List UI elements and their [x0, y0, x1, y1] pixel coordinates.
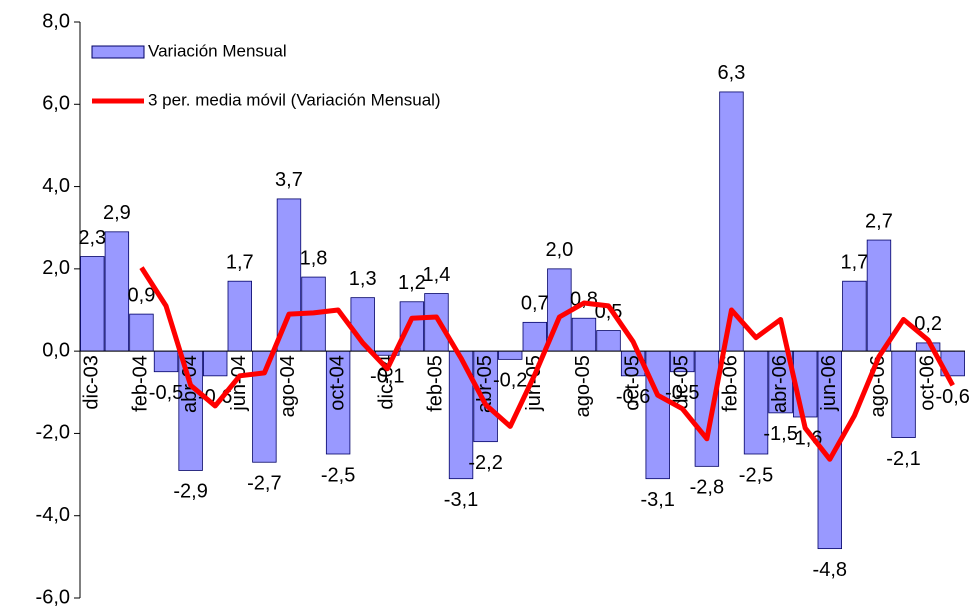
x-tick-label: dic-03 [81, 355, 103, 409]
data-label: -0,5 [149, 382, 183, 404]
y-tick-label: -4,0 [36, 504, 70, 526]
data-label: 1,2 [398, 272, 426, 294]
x-tick-label: ago-05 [572, 355, 594, 417]
x-tick-label: feb-05 [425, 355, 447, 412]
data-label: -2,5 [739, 464, 773, 486]
data-label: 2,7 [865, 210, 893, 232]
data-label: 1,7 [840, 251, 868, 273]
bar [129, 313, 154, 352]
data-label: 6,3 [718, 62, 746, 84]
data-label: 1,8 [300, 247, 328, 269]
x-tick-label: dic-05 [671, 355, 693, 409]
bar [498, 350, 523, 360]
bar [424, 293, 449, 352]
bar [891, 350, 916, 438]
data-label: -2,7 [247, 473, 281, 495]
data-label: -2,9 [173, 481, 207, 503]
data-label: -0,5 [665, 382, 699, 404]
bar [399, 301, 425, 352]
bar [645, 350, 670, 480]
x-tick-label: abr-06 [769, 355, 791, 413]
x-tick-label: oct-05 [621, 355, 643, 411]
bar [104, 231, 130, 352]
data-label: 2,3 [78, 227, 106, 249]
data-label: -2,1 [886, 448, 920, 470]
bar [80, 256, 105, 352]
data-label: -3,1 [640, 489, 674, 511]
bar [522, 321, 547, 352]
bar [227, 280, 252, 352]
data-label: 0,7 [521, 293, 549, 315]
x-tick-label: oct-06 [916, 355, 938, 411]
data-label: -2,2 [468, 452, 502, 474]
bar [203, 350, 228, 377]
bar [571, 317, 597, 352]
legend-label: Variación Mensual [148, 41, 287, 60]
data-label: 1,3 [349, 268, 377, 290]
data-label: -3,1 [444, 489, 478, 511]
bar [866, 239, 892, 352]
data-label: -1,5 [763, 423, 797, 445]
x-tick-label: feb-04 [130, 355, 152, 412]
line [139, 266, 955, 462]
data-label: -1,6 [788, 427, 822, 449]
x-tick-label: oct-04 [326, 355, 348, 411]
y-tick-label: -2,0 [36, 422, 70, 444]
data-label: -2,8 [690, 477, 724, 499]
y-tick-label: 8,0 [42, 10, 70, 32]
legend-label: 3 per. media móvil (Variación Mensual) [148, 90, 441, 109]
x-tick-label: abr-05 [474, 355, 496, 413]
bar [842, 280, 867, 352]
y-tick-label: 2,0 [42, 257, 70, 279]
y-tick-label: 0,0 [42, 339, 70, 361]
data-label: -0,2 [493, 370, 527, 392]
x-tick-label: dic-04 [376, 355, 398, 409]
data-label: -4,8 [813, 559, 847, 581]
data-label: -0,1 [370, 366, 404, 388]
data-label: 2,0 [545, 239, 573, 261]
data-label: 0,2 [914, 313, 942, 335]
data-label: -0,6 [616, 386, 650, 408]
data-label: 2,9 [103, 202, 131, 224]
data-label: 1,7 [226, 251, 254, 273]
bar [153, 350, 179, 373]
data-label: 0,9 [128, 284, 156, 306]
bar [596, 330, 621, 352]
y-tick-label: 6,0 [42, 93, 70, 115]
x-tick-label: ago-04 [277, 355, 299, 417]
data-label: -2,5 [321, 464, 355, 486]
data-label: 3,7 [275, 169, 303, 191]
y-tick-label: -6,0 [36, 586, 70, 607]
data-label: 1,4 [423, 264, 451, 286]
y-tick-label: 4,0 [42, 175, 70, 197]
x-tick-label: feb-06 [720, 355, 742, 412]
legend-swatch [91, 45, 145, 59]
x-tick-label: jun-04 [228, 355, 250, 412]
data-label: -0,6 [935, 386, 969, 408]
x-tick-label: jun-06 [818, 355, 840, 412]
